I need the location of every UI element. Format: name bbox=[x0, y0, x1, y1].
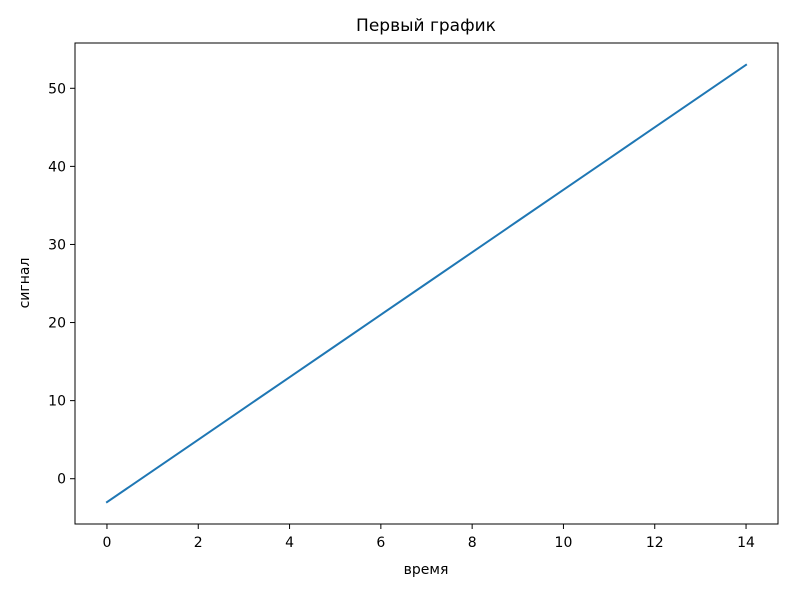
x-tick-label-10: 10 bbox=[555, 535, 573, 551]
y-tick-label-30: 30 bbox=[48, 237, 66, 253]
plot-area: 0 2 4 6 8 10 12 14 0 10 20 30 40 50 bbox=[48, 42, 779, 551]
y-tick-label-0: 0 bbox=[57, 472, 66, 488]
y-axis-label: сигнал bbox=[17, 258, 33, 309]
x-tick-label-4: 4 bbox=[285, 535, 294, 551]
axes-frame bbox=[74, 42, 779, 525]
y-tick-label-10: 10 bbox=[48, 394, 66, 410]
y-tick-label-40: 40 bbox=[48, 159, 66, 175]
y-tick-label-50: 50 bbox=[48, 81, 66, 97]
x-tick-label-2: 2 bbox=[194, 535, 203, 551]
x-tick-label-6: 6 bbox=[376, 535, 385, 551]
x-tick-label-0: 0 bbox=[102, 535, 111, 551]
y-tick-label-20: 20 bbox=[48, 316, 66, 332]
series-line-0 bbox=[105, 63, 748, 504]
x-tick-label-14: 14 bbox=[737, 535, 755, 551]
x-tick-label-12: 12 bbox=[646, 535, 664, 551]
x-tick-label-8: 8 bbox=[468, 535, 477, 551]
chart-title: Первый график bbox=[356, 16, 496, 36]
x-axis-label: время bbox=[404, 562, 449, 578]
